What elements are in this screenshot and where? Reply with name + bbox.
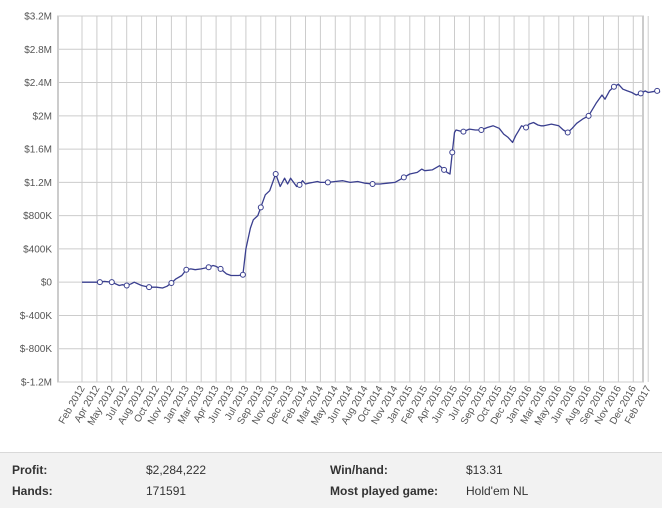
- data-point: [324, 179, 331, 186]
- data-point: [205, 264, 212, 271]
- data-point: [146, 284, 153, 291]
- data-point: [654, 87, 661, 94]
- data-point: [257, 204, 264, 211]
- data-point: [272, 171, 279, 178]
- most-played-game-value: Hold'em NL: [466, 484, 529, 498]
- y-tick-label: $-400K: [20, 311, 53, 322]
- data-point: [400, 174, 407, 181]
- data-point: [96, 279, 103, 286]
- series: [82, 83, 661, 291]
- hands-label: Hands:: [12, 484, 53, 498]
- data-point: [217, 265, 224, 272]
- y-tick-label: $-1.2M: [21, 378, 52, 389]
- data-point: [183, 266, 190, 273]
- data-point: [523, 124, 530, 131]
- data-point: [460, 128, 467, 135]
- y-tick-label: $2M: [33, 111, 52, 122]
- y-tick-label: $2.4M: [24, 78, 52, 89]
- data-point: [585, 112, 592, 119]
- stats-panel: Profit: $2,284,222 Hands: 171591 Win/han…: [0, 452, 662, 508]
- data-point: [564, 129, 571, 136]
- data-point: [369, 181, 376, 188]
- y-tick-label: $2.8M: [24, 45, 52, 56]
- data-point: [441, 166, 448, 173]
- data-point: [168, 280, 175, 287]
- grid: [58, 15, 649, 383]
- most-played-game-label: Most played game:: [330, 484, 439, 498]
- data-point: [478, 126, 485, 133]
- y-tick-label: $400K: [23, 244, 52, 255]
- y-tick-label: $1.6M: [24, 145, 52, 156]
- y-tick-label: $0: [41, 278, 53, 289]
- profit-label: Profit:: [12, 463, 48, 477]
- data-point: [296, 181, 303, 188]
- y-tick-label: $1.2M: [24, 178, 52, 189]
- data-point: [610, 83, 617, 90]
- win-per-hand-value: $13.31: [466, 463, 503, 477]
- y-tick-label: $3.2M: [24, 12, 52, 23]
- data-point: [108, 279, 115, 286]
- y-tick-label: $-800K: [20, 344, 53, 355]
- profit-value: $2,284,222: [146, 463, 207, 477]
- profit-chart: $3.2M $2.8M $2.4M $2M $1.6M $1.2M $800K $400K $0…: [19, 11, 661, 428]
- chart-canvas: $3.2M $2.8M $2.4M $2M $1.6M $1.2M $800K $400K $0…: [20, 12, 661, 428]
- y-axis: $3.2M $2.8M $2.4M $2M $1.6M $1.2M $800K $400K $0…: [20, 12, 53, 389]
- data-point: [449, 149, 456, 156]
- data-point: [123, 282, 130, 289]
- hands-value: 171591: [146, 484, 187, 498]
- data-point: [239, 271, 246, 278]
- y-tick-label: $800K: [23, 211, 52, 222]
- win-per-hand-label: Win/hand:: [330, 463, 388, 477]
- data-point: [637, 90, 644, 97]
